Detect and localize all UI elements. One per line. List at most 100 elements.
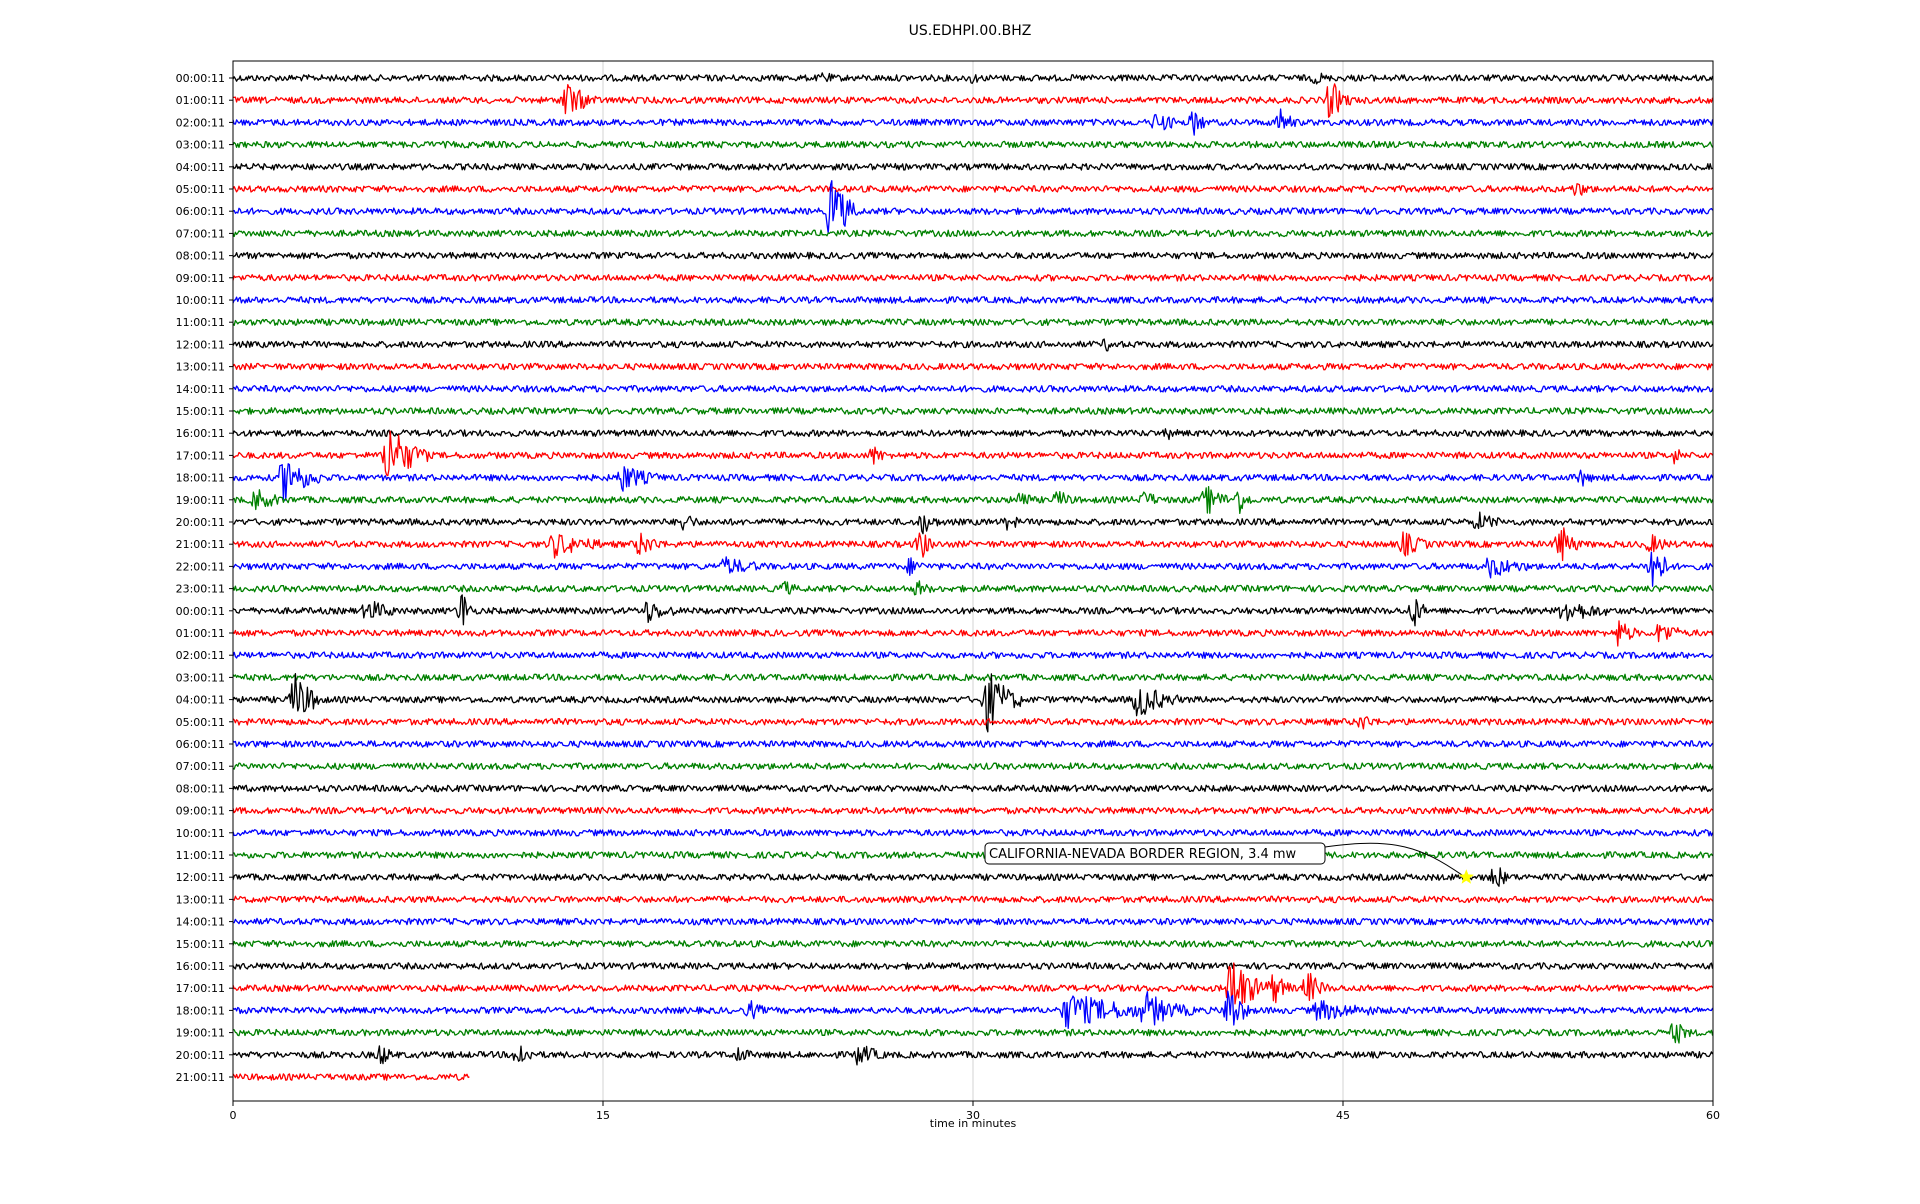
row-time-label: 02:00:11 [176, 116, 225, 129]
trace-line [232, 251, 1714, 260]
trace-line [232, 1023, 1714, 1044]
annotation-text: CALIFORNIA-NEVADA BORDER REGION, 3.4 mw [989, 847, 1297, 862]
row-time-label: 21:00:11 [176, 538, 225, 551]
row-time-label: 07:00:11 [176, 760, 225, 773]
row-time-label: 16:00:11 [176, 960, 225, 973]
trace-line [232, 296, 1714, 304]
annotation-box [984, 842, 1326, 865]
x-tick-label: 30 [966, 1109, 980, 1122]
trace-line [232, 939, 1714, 948]
trace-line [232, 338, 1714, 352]
x-tick-label: 45 [1336, 1109, 1350, 1122]
annotation-connector [1324, 842, 1463, 876]
row-time-label: 04:00:11 [176, 694, 225, 707]
trace-line [232, 83, 1714, 118]
trace-line [232, 162, 1713, 171]
trace-line [232, 672, 1713, 733]
trace-line [232, 673, 1713, 682]
trace-line [232, 229, 1713, 238]
trace-line [232, 962, 1714, 970]
chart-title: US.EDHPI.00.BHZ [909, 23, 1032, 39]
row-time-label: 02:00:11 [176, 649, 225, 662]
row-time-label: 06:00:11 [176, 205, 225, 218]
row-time-label: 22:00:11 [176, 560, 225, 573]
trace-line [232, 318, 1714, 327]
trace-line [232, 407, 1714, 415]
row-time-label: 13:00:11 [176, 893, 225, 906]
row-time-label: 14:00:11 [176, 916, 225, 929]
row-time-label: 20:00:11 [176, 1049, 225, 1062]
row-time-label: 15:00:11 [176, 405, 225, 418]
row-time-label: 08:00:11 [176, 782, 225, 795]
x-tick-label: 0 [230, 1109, 237, 1122]
row-time-label: 18:00:11 [176, 472, 225, 485]
trace-line [232, 527, 1714, 562]
trace-line [232, 580, 1714, 596]
row-time-label: 03:00:11 [176, 671, 225, 684]
row-time-label: 09:00:11 [176, 272, 225, 285]
trace-line [232, 486, 1714, 515]
trace-line [232, 140, 1714, 149]
trace-line [232, 362, 1714, 371]
row-time-label: 16:00:11 [176, 427, 225, 440]
row-time-label: 13:00:11 [176, 361, 225, 374]
row-time-label: 04:00:11 [176, 161, 225, 174]
trace-line [232, 384, 1714, 393]
trace-line [232, 551, 1714, 587]
row-time-label: 07:00:11 [176, 227, 225, 240]
trace-line [232, 1045, 1714, 1066]
trace-line [232, 108, 1714, 136]
trace-line [232, 828, 1714, 837]
row-time-label: 15:00:11 [176, 938, 225, 951]
row-time-label: 19:00:11 [176, 1027, 225, 1040]
trace-line [232, 784, 1713, 793]
row-time-label: 12:00:11 [176, 871, 225, 884]
row-time-label: 09:00:11 [176, 805, 225, 818]
x-axis-label: time in minutes [930, 1117, 1017, 1130]
row-time-label: 08:00:11 [176, 250, 225, 263]
trace-line [233, 917, 1714, 926]
trace-line [232, 990, 1714, 1029]
row-time-label: 20:00:11 [176, 516, 225, 529]
row-time-label: 03:00:11 [176, 139, 225, 152]
x-axis-ticks: 0 15 30 45 60 [230, 1101, 1720, 1122]
trace-line [232, 273, 1714, 282]
row-labels: 00:00:11 01:00:11 02:00:11 03:00:11 04:00:11… [176, 72, 233, 1084]
trace-line [232, 962, 1714, 1005]
trace-line [232, 651, 1714, 660]
row-time-label: 18:00:11 [176, 1004, 225, 1017]
row-time-label: 05:00:11 [176, 716, 225, 729]
row-time-label: 17:00:11 [176, 449, 225, 462]
row-time-label: 01:00:11 [176, 94, 225, 107]
row-time-label: 14:00:11 [176, 383, 225, 396]
row-time-label: 00:00:11 [176, 72, 225, 85]
row-time-label: 11:00:11 [176, 316, 225, 329]
row-time-label: 01:00:11 [176, 627, 225, 640]
trace-line [232, 895, 1714, 904]
row-time-label: 19:00:11 [176, 494, 225, 507]
trace-line [232, 72, 1714, 85]
row-time-label: 23:00:11 [176, 583, 225, 596]
event-annotation: CALIFORNIA-NEVADA BORDER REGION, 3.4 mw [984, 842, 1474, 884]
trace-line [232, 428, 1714, 441]
row-time-label: 06:00:11 [176, 738, 225, 751]
trace-line [232, 463, 1714, 501]
row-time-label: 12:00:11 [176, 338, 225, 351]
trace-line [233, 851, 1714, 859]
trace-line [232, 716, 1714, 730]
trace-line [232, 620, 1714, 647]
traces [232, 72, 1714, 1081]
row-time-label: 17:00:11 [176, 982, 225, 995]
event-star-icon [1458, 869, 1474, 884]
row-time-label: 21:00:11 [176, 1071, 225, 1084]
trace-line [232, 430, 1714, 477]
trace-line [232, 180, 1714, 234]
x-tick-label: 60 [1706, 1109, 1720, 1122]
trace-line [232, 806, 1714, 815]
trace-line [232, 183, 1714, 196]
trace-line [232, 1073, 470, 1081]
trace-line [232, 594, 1714, 627]
x-tick-label: 15 [596, 1109, 610, 1122]
trace-line [232, 762, 1714, 771]
